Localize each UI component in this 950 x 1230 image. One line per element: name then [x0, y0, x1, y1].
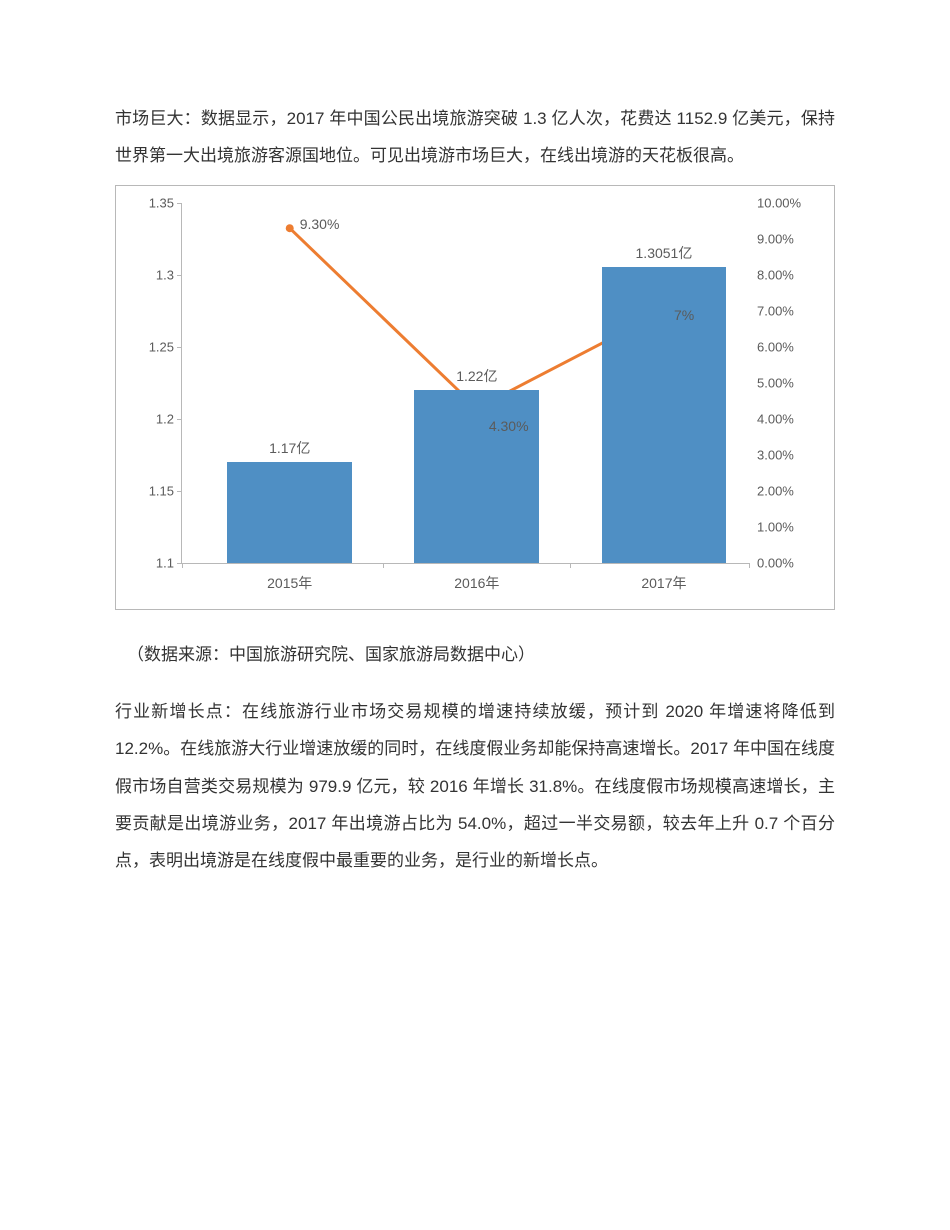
y-right-tick-label: 1.00%	[749, 519, 794, 534]
x-tickmark	[383, 563, 384, 568]
line-value-label: 4.30%	[489, 418, 529, 434]
intro-paragraph: 市场巨大：数据显示，2017 年中国公民出境旅游突破 1.3 亿人次，花费达 1…	[115, 100, 835, 175]
chart-container: 1.11.151.21.251.31.350.00%1.00%2.00%3.00…	[115, 185, 835, 610]
bar-value-label: 1.17亿	[269, 438, 310, 458]
y-right-tick-label: 9.00%	[749, 231, 794, 246]
y-right-tick-label: 6.00%	[749, 339, 794, 354]
y-right-tick-label: 5.00%	[749, 375, 794, 390]
y-left-tickmark	[177, 419, 182, 420]
y-right-tick-label: 10.00%	[749, 195, 801, 210]
y-left-tickmark	[177, 275, 182, 276]
body-paragraph: 行业新增长点：在线旅游行业市场交易规模的增速持续放缓，预计到 2020 年增速将…	[115, 693, 835, 880]
line-marker	[286, 224, 294, 232]
x-tickmark	[570, 563, 571, 568]
y-right-tick-label: 4.00%	[749, 411, 794, 426]
y-right-tick-label: 0.00%	[749, 555, 794, 570]
y-left-tickmark	[177, 347, 182, 348]
bar-value-label: 1.22亿	[456, 366, 497, 386]
plot-area: 1.11.151.21.251.31.350.00%1.00%2.00%3.00…	[181, 203, 749, 564]
x-category-label: 2017年	[641, 563, 686, 593]
x-category-label: 2015年	[267, 563, 312, 593]
y-right-tick-label: 8.00%	[749, 267, 794, 282]
chart-caption: （数据来源：中国旅游研究院、国家旅游局数据中心）	[115, 640, 835, 665]
bar-value-label: 1.3051亿	[636, 243, 693, 263]
line-value-label: 9.30%	[300, 216, 340, 232]
y-left-tickmark	[177, 491, 182, 492]
y-right-tick-label: 7.00%	[749, 303, 794, 318]
y-left-tickmark	[177, 203, 182, 204]
line-value-label: 7%	[674, 307, 694, 323]
bar	[227, 462, 352, 563]
bar	[602, 267, 727, 562]
x-tickmark	[182, 563, 183, 568]
bar	[414, 390, 539, 563]
x-category-label: 2016年	[454, 563, 499, 593]
x-tickmark	[749, 563, 750, 568]
y-right-tick-label: 2.00%	[749, 483, 794, 498]
y-right-tick-label: 3.00%	[749, 447, 794, 462]
